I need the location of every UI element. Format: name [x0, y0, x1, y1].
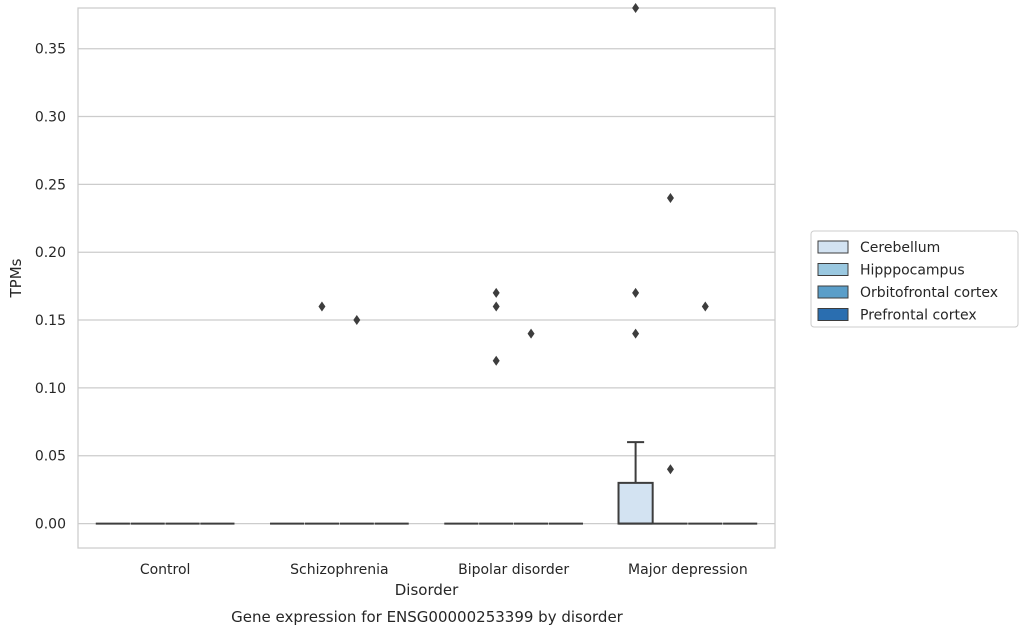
x-tick-label: Schizophrenia: [290, 562, 388, 578]
y-tick-label: 0.25: [35, 177, 66, 193]
box-orbitofrontal-cortex: [339, 315, 374, 525]
legend-label: Prefrontal cortex: [860, 308, 977, 324]
outlier-point: [632, 287, 640, 298]
chart-caption: Gene expression for ENSG00000253399 by d…: [231, 608, 624, 626]
box-body: [617, 481, 654, 525]
legend-item: Hipppocampus: [817, 263, 965, 279]
legend: Cerebellum Hipppocampus Orbitofrontal cort…: [810, 230, 1019, 328]
legend-label: Cerebellum: [860, 240, 940, 256]
boxes: [95, 3, 758, 525]
y-tick-label: 0.20: [35, 245, 66, 261]
y-axis-ticks: 0.00 0.05 0.10 0.15 0.20 0.25 0.30 0.35: [35, 42, 66, 533]
legend-item: Prefrontal cortex: [817, 308, 977, 324]
outlier-point: [492, 355, 500, 366]
legend-swatch: [817, 240, 849, 254]
y-tick-label: 0.30: [35, 110, 66, 126]
legend-item: Cerebellum: [817, 240, 940, 256]
outlier-point: [353, 315, 361, 326]
x-axis-ticks: Control Schizophrenia Bipolar disorder Majo…: [140, 562, 748, 578]
box-orbitofrontal-cortex: [513, 328, 549, 525]
outlier-point: [666, 464, 674, 475]
box-orbitofrontal-cortex: [688, 301, 723, 525]
y-tick-label: 0.35: [35, 42, 66, 58]
box-hipppocampus: [653, 192, 688, 525]
legend-label: Orbitofrontal cortex: [860, 285, 998, 301]
y-tick-label: 0.10: [35, 381, 66, 397]
outlier-point: [632, 328, 640, 339]
outlier-point: [632, 3, 640, 13]
outlier-point: [492, 301, 500, 312]
legend-label: Hipppocampus: [860, 263, 965, 279]
box-cerebellum: [617, 3, 654, 525]
y-tick-label: 0.00: [35, 517, 66, 533]
y-axis-label: TPMs: [7, 258, 25, 298]
box-hipppocampus: [479, 287, 514, 525]
legend-items: Cerebellum Hipppocampus Orbitofrontal cort…: [817, 240, 998, 324]
gridlines: [78, 48, 775, 525]
legend-swatch: [817, 285, 849, 299]
legend-item: Orbitofrontal cortex: [817, 285, 998, 301]
legend-swatch: [817, 308, 849, 321]
outlier-point: [318, 301, 326, 312]
outlier-point: [527, 328, 535, 339]
legend-frame: [810, 230, 1019, 328]
x-tick-label: Bipolar disorder: [458, 562, 569, 578]
plot-frame: [77, 7, 776, 549]
x-tick-label: Major depression: [628, 562, 748, 578]
y-tick-label: 0.15: [35, 313, 66, 329]
box-hipppocampus: [304, 301, 340, 525]
legend-swatch: [817, 263, 849, 276]
x-tick-label: Control: [140, 562, 191, 578]
outlier-point: [701, 301, 709, 312]
outlier-point: [492, 287, 500, 298]
outlier-point: [666, 192, 674, 203]
y-tick-label: 0.05: [35, 449, 66, 465]
x-axis-label: Disorder: [395, 581, 459, 599]
